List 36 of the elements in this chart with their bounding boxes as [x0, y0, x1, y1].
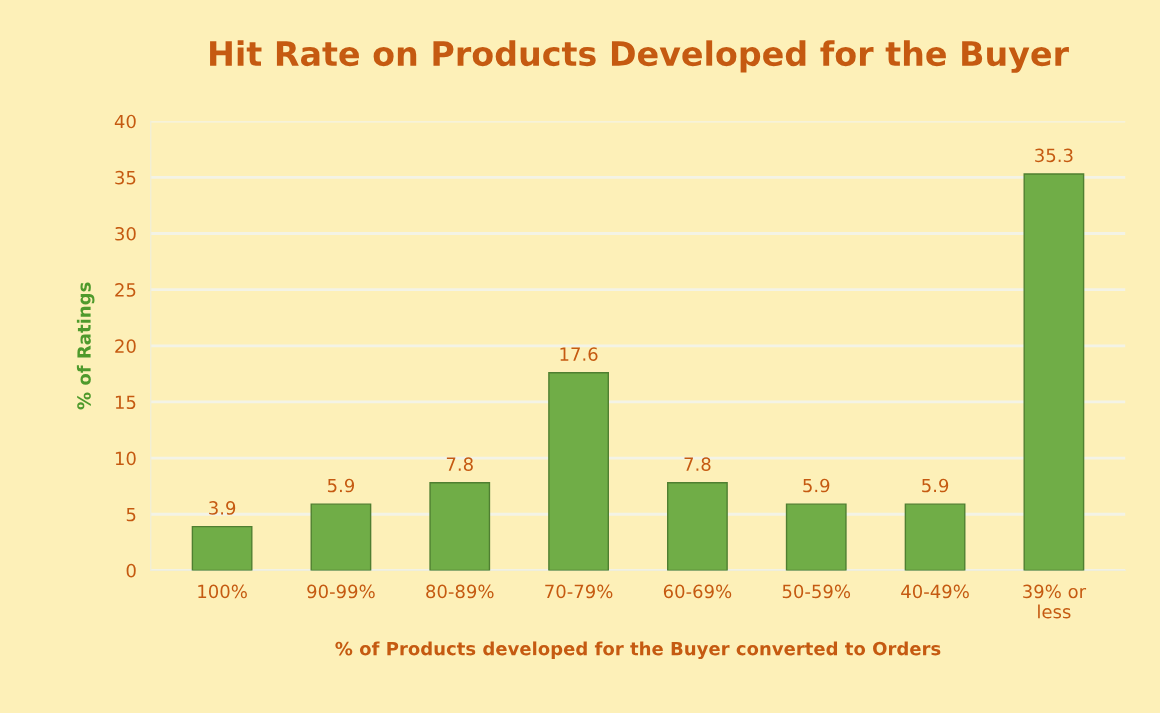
chart-title: Hit Rate on Products Developed for the Buyer	[210, 40, 1069, 73]
x-tick-label: 90-99%	[307, 584, 375, 599]
y-tick-label: 5	[126, 507, 136, 522]
y-tick-label: 15	[115, 395, 136, 410]
data-label: 7.8	[446, 457, 473, 471]
data-label: 3.9	[209, 501, 236, 515]
x-tick-label: 40-49%	[901, 584, 969, 599]
y-tick-label: 25	[115, 283, 136, 297]
y-tick-label: 35	[115, 170, 136, 185]
y-tick-label: 10	[115, 451, 136, 466]
x-tick-label: 60-69%	[663, 584, 732, 599]
x-tick-label: 80-89%	[426, 584, 494, 599]
data-label: 35.3	[1035, 148, 1073, 163]
data-label: 17.6	[560, 347, 598, 361]
x-tick-label: 39% or less	[1023, 584, 1087, 619]
data-label: 5.9	[803, 478, 830, 493]
y-tick-label: 40	[114, 114, 136, 129]
bar	[548, 372, 609, 571]
x-axis-title: % of Products developed for the Buyer converted to Orders	[335, 641, 941, 660]
data-label: 5.9	[922, 478, 949, 493]
bar	[429, 482, 491, 571]
bar	[310, 503, 372, 571]
x-tick-label: 100%	[198, 584, 247, 599]
bar	[1023, 173, 1085, 571]
bar	[904, 503, 966, 571]
y-tick-label: 30	[115, 226, 136, 241]
data-label: 5.9	[327, 478, 355, 493]
y-axis-title: % of Ratings	[76, 282, 95, 410]
y-tick-label: 0	[126, 563, 136, 578]
y-tick-label: 20	[115, 339, 136, 353]
data-label: 7.8	[684, 457, 711, 471]
bar	[667, 482, 728, 571]
bar	[785, 503, 847, 571]
x-tick-label: 50-59%	[782, 584, 851, 599]
x-tick-label: 70-79%	[545, 584, 613, 599]
bar	[191, 525, 253, 571]
